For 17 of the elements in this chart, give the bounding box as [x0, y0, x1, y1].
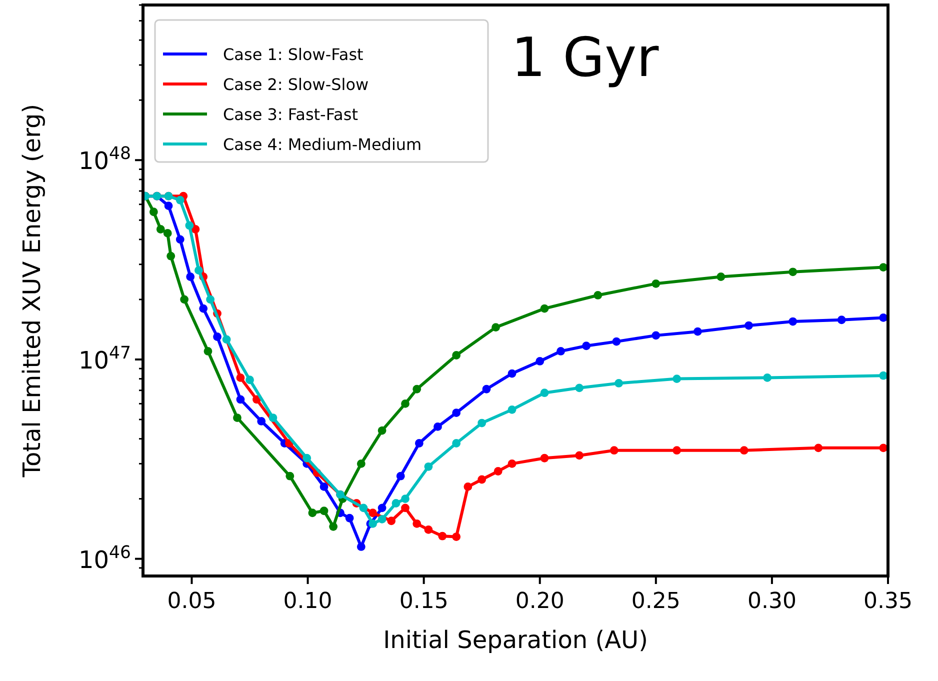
x-tick-label: 0.30: [747, 589, 796, 614]
legend-label: Case 1: Slow-Fast: [223, 45, 364, 64]
y-tick-label: 10$^{47}$: [78, 343, 131, 374]
y-tick-label: 10$^{46}$: [78, 542, 131, 574]
x-tick-label: 0.05: [167, 589, 216, 614]
x-tick-label: 0.35: [864, 589, 912, 614]
chart-title: 1 Gyr: [511, 26, 660, 89]
x-tick-label: 0.20: [515, 589, 564, 614]
legend-label: Case 2: Slow-Slow: [223, 75, 369, 94]
x-axis-title: Initial Separation (AU): [383, 626, 648, 654]
x-tick-label: 0.25: [631, 589, 680, 614]
legend-label: Case 3: Fast-Fast: [223, 105, 358, 124]
y-axis-title: Total Emitted XUV Energy (erg): [18, 104, 46, 478]
legend-label: Case 4: Medium-Medium: [223, 135, 422, 154]
x-tick-label: 0.10: [283, 589, 332, 614]
x-tick-label: 0.15: [399, 589, 448, 614]
y-tick-label: 10$^{48}$: [78, 144, 131, 176]
